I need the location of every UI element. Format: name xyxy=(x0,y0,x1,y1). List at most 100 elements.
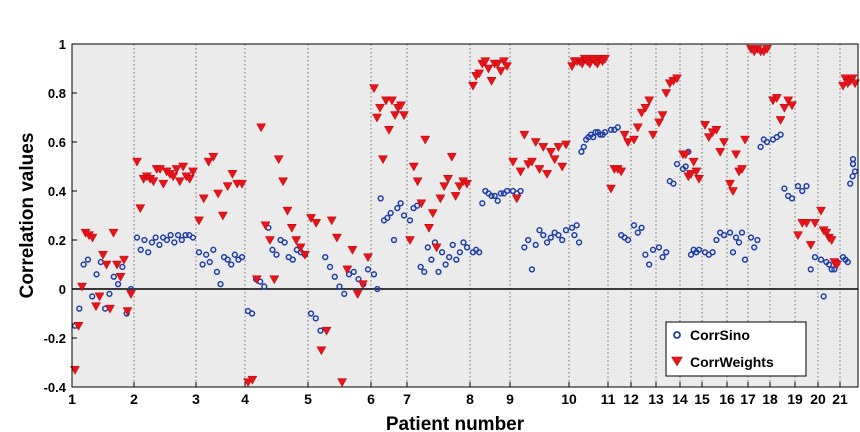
corrweights-point xyxy=(337,378,348,388)
corrweights-point xyxy=(530,138,541,148)
x-tick-label: 5 xyxy=(304,391,312,407)
corrsino-point xyxy=(476,249,483,256)
corrsino-point xyxy=(80,261,87,268)
corrsino-point xyxy=(206,258,213,266)
corrweights-point xyxy=(222,182,233,192)
corrsino-point xyxy=(326,263,334,271)
corrsino-point xyxy=(547,234,555,241)
x-tick-label: 17 xyxy=(740,391,756,407)
corrsino-point xyxy=(601,129,609,136)
corrweights-point xyxy=(616,167,627,177)
corrweights-point xyxy=(740,135,750,145)
corrsino-point xyxy=(394,205,401,212)
corrsino-point xyxy=(317,327,324,334)
corrsino-point xyxy=(568,224,576,231)
corrsino-point xyxy=(575,239,583,246)
corrweights-point xyxy=(644,96,655,106)
corrsino-point xyxy=(517,187,524,195)
corrweights-point xyxy=(468,81,478,91)
corrweights-point xyxy=(549,155,560,165)
corrsino-point xyxy=(133,234,141,241)
corrweights-point xyxy=(691,167,702,177)
corrweights-point xyxy=(316,346,327,356)
corrweights-point xyxy=(269,275,280,285)
corrsino-point xyxy=(555,231,562,239)
corrsino-point xyxy=(449,241,456,249)
corrsino-point xyxy=(281,239,288,246)
corrweights-point xyxy=(369,84,379,94)
corrsino-point xyxy=(89,293,96,300)
x-tick-label: 16 xyxy=(719,391,735,407)
corrweights-point xyxy=(278,177,289,187)
corrsino-point xyxy=(634,229,641,236)
corrweights-point xyxy=(715,148,726,157)
corrsino-point xyxy=(497,190,504,197)
corrsino-point xyxy=(163,236,171,244)
corrweights-point xyxy=(801,219,812,228)
corrweights-point xyxy=(657,111,668,121)
corrsino-point xyxy=(428,256,435,263)
corrweights-point xyxy=(178,162,189,172)
corrweights-point xyxy=(640,103,651,113)
corrsino-point xyxy=(788,195,796,202)
corrsino-point xyxy=(228,261,235,268)
corrsino-point xyxy=(849,173,856,180)
corrsino-point xyxy=(377,195,384,202)
corrsino-point xyxy=(732,234,740,241)
corrweights-point xyxy=(132,157,142,167)
corrweights-point xyxy=(174,177,185,187)
corrweights-point xyxy=(381,96,391,106)
corrsino-point xyxy=(400,212,408,219)
corrweights-point xyxy=(363,253,373,263)
corrweights-point xyxy=(474,69,485,79)
corrsino-point xyxy=(754,236,761,244)
corrweights-point xyxy=(527,157,537,167)
corrweights-point xyxy=(399,111,409,121)
corrweights-point xyxy=(450,192,461,201)
corrweights-point xyxy=(184,175,195,184)
corrweights-point xyxy=(832,260,842,270)
corrsino-point xyxy=(261,283,268,290)
x-tick-label: 7 xyxy=(403,391,411,407)
y-tick-label: -0.2 xyxy=(44,331,66,346)
corrweights-point xyxy=(519,130,530,140)
corrsino-point xyxy=(84,256,92,263)
corrweights-point xyxy=(502,62,512,72)
corrsino-point xyxy=(182,231,189,239)
corrsino-point xyxy=(607,126,615,133)
corrsino-point xyxy=(93,271,100,278)
corrsino-point xyxy=(390,236,398,244)
corrweights-point xyxy=(542,170,552,179)
corrweights-point xyxy=(213,189,224,199)
x-tick-label: 9 xyxy=(506,391,514,407)
corrweights-point xyxy=(443,175,453,184)
corrweights-point xyxy=(94,292,105,302)
corrweights-point xyxy=(126,290,136,299)
corrsino-point xyxy=(828,266,835,273)
corrsino-point xyxy=(741,256,749,263)
y-tick-label: 0.6 xyxy=(48,135,66,150)
corrsino-point xyxy=(453,256,460,263)
corrsino-point xyxy=(442,261,449,268)
legend-corrweights-marker xyxy=(671,356,683,367)
corrsino-point xyxy=(174,231,182,239)
corrsino-point xyxy=(119,263,126,271)
corrsino-point xyxy=(763,138,771,146)
corrsino-point xyxy=(528,266,536,273)
corrweights-point xyxy=(480,57,491,67)
corrweights-point xyxy=(168,172,179,182)
corrweights-point xyxy=(416,199,427,209)
corrsino-point xyxy=(799,187,806,195)
corrweights-point xyxy=(711,126,722,135)
corrsino-point xyxy=(231,251,238,258)
corrweights-point xyxy=(260,221,271,231)
corrweights-point xyxy=(208,152,219,162)
corrsino-point xyxy=(421,268,428,276)
corrsino-point xyxy=(307,310,315,317)
corrweights-point xyxy=(311,219,322,228)
corrweights-point xyxy=(112,260,122,270)
corrweights-point xyxy=(439,182,450,192)
corrweights-point xyxy=(198,194,209,204)
corrweights-point xyxy=(619,130,630,140)
corrsino-point xyxy=(341,290,348,298)
